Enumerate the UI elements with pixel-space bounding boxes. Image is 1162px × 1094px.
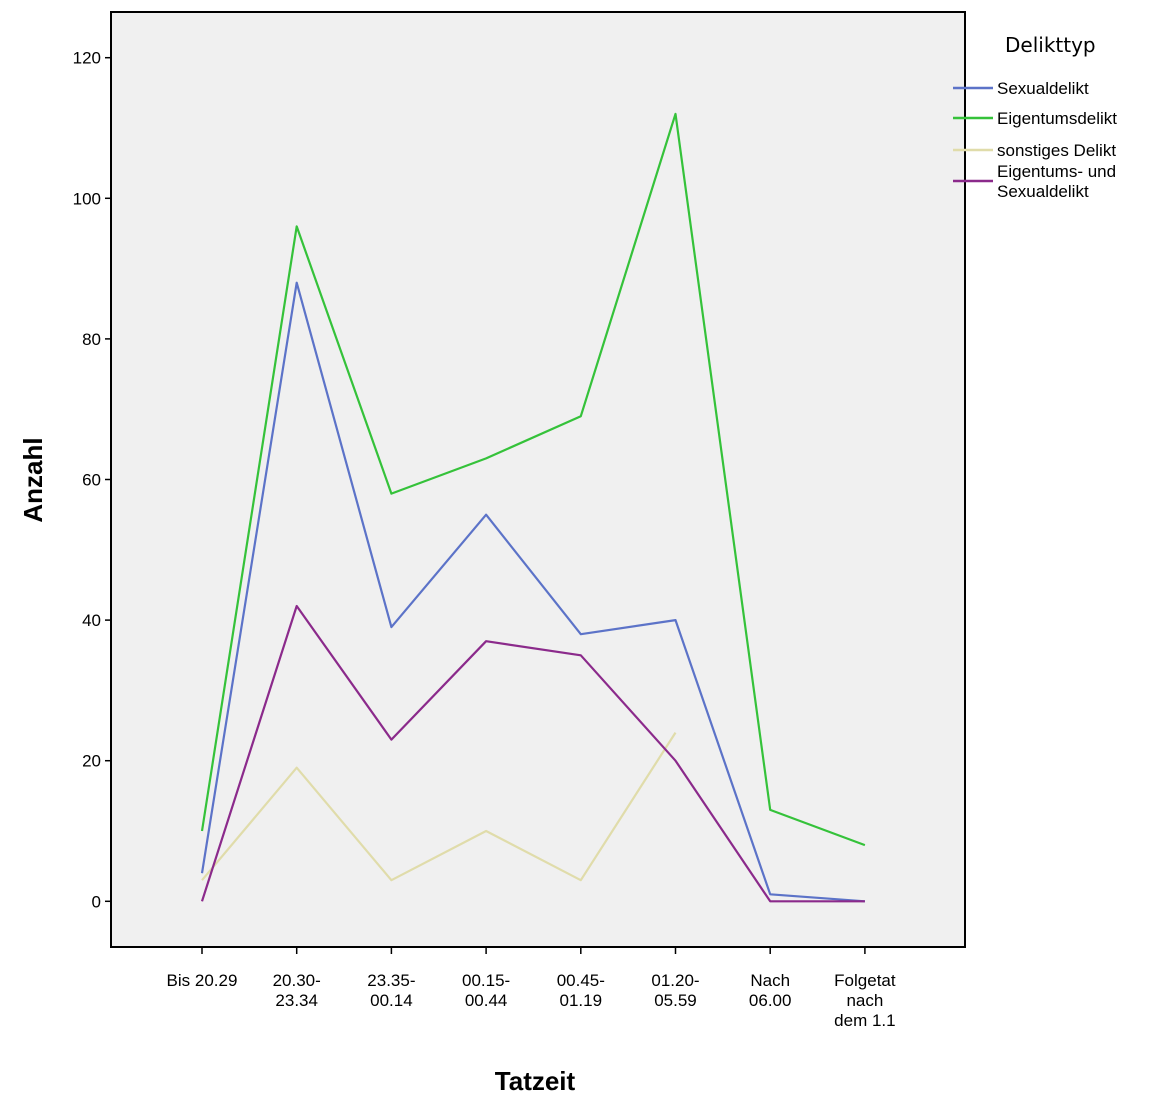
legend-item-label: Eigentumsdelikt <box>997 109 1117 128</box>
y-tick-label: 120 <box>73 49 101 68</box>
y-axis: 0 20 40 60 80 100 120 <box>73 49 111 911</box>
plot-area <box>110 11 966 948</box>
y-tick-label: 20 <box>82 752 101 771</box>
y-tick-label: 80 <box>82 330 101 349</box>
y-tick-label: 40 <box>82 611 101 630</box>
x-tick-label: 00.45-01.19 <box>557 971 605 1010</box>
legend: Delikttyp Sexualdelikt Eigentumsdelikt son… <box>953 33 1117 201</box>
x-tick-label: 01.20-05.59 <box>651 971 699 1010</box>
x-axis-title: Tatzeit <box>495 1066 576 1094</box>
series-line-eigentumsdelikt <box>200 112 866 847</box>
x-axis: Bis 20.29 20.30-23.34 23.35-00.14 00.15-00.… <box>167 947 896 1030</box>
y-tick-label: 0 <box>92 892 101 911</box>
y-tick-label: 60 <box>82 471 101 490</box>
series-line-sonstiges-delikt <box>201 732 677 882</box>
x-tick-label: Nach 06.00 <box>749 971 792 1010</box>
y-tick-label: 100 <box>73 189 101 208</box>
x-tick-label: 00.15-00.44 <box>462 971 510 1010</box>
legend-item-label: Eigentums- und Sexualdelikt <box>997 162 1116 201</box>
x-tick-label: Folgetat nach dem 1.1 <box>834 971 896 1030</box>
x-tick-label: Bis 20.29 <box>167 971 238 990</box>
x-tick-label: 23.35-00.14 <box>367 971 415 1010</box>
y-axis-title: Anzahl <box>18 437 48 522</box>
legend-title: Delikttyp <box>1005 33 1096 57</box>
x-tick-label: 20.30-23.34 <box>273 971 321 1010</box>
series-lines <box>200 112 866 903</box>
legend-item-label: Sexualdelikt <box>997 79 1089 98</box>
legend-item-label: sonstiges Delikt <box>997 141 1116 160</box>
series-line-eigentums-und-sexualdelikt <box>200 604 865 903</box>
series-line-sexualdelikt <box>200 281 865 903</box>
